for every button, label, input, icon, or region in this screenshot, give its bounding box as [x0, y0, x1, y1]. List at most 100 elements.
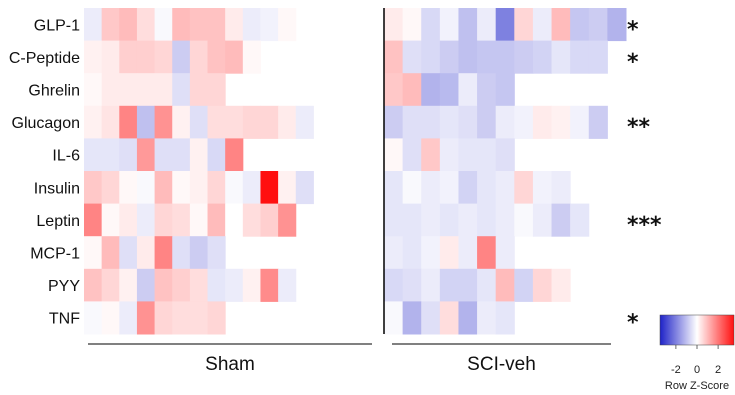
heatmap-cell — [189, 203, 209, 237]
heatmap-cell — [260, 171, 279, 205]
heatmap-cell — [532, 203, 553, 237]
heatmap-cell — [136, 73, 156, 107]
heatmap-cell — [172, 138, 191, 172]
heatmap-cell — [119, 73, 138, 107]
heatmap-cell — [189, 138, 209, 172]
heatmap-cell — [84, 236, 103, 270]
heatmap-cell — [154, 268, 173, 302]
heatmap-cell — [495, 301, 515, 335]
heatmap-cell — [207, 73, 226, 107]
color-scale-ticks: -2 0 2 — [671, 345, 721, 376]
heatmap-cell — [439, 105, 459, 139]
heatmap-cell — [402, 105, 422, 139]
heatmap-cell — [402, 171, 422, 205]
heatmap-cell — [514, 203, 534, 237]
heatmap-cell — [101, 171, 120, 205]
heatmap-cell — [84, 301, 103, 335]
color-scale-title: Row Z-Score — [665, 380, 729, 392]
heatmap-cell — [189, 40, 209, 74]
heatmap-cell — [588, 105, 608, 139]
heatmap-cell — [532, 40, 553, 74]
heatmap-cell — [225, 8, 244, 42]
heatmap-cell — [242, 40, 261, 74]
heatmap-cell — [136, 203, 156, 237]
heatmap-cell — [514, 8, 534, 42]
heatmap-cell — [225, 138, 244, 172]
heatmap-cell — [421, 203, 441, 237]
heatmap-cell — [477, 105, 497, 139]
color-scale-legend: -2 0 2 Row Z-Score — [659, 314, 735, 392]
heatmap-cell — [172, 236, 191, 270]
heatmap-cell — [477, 301, 497, 335]
heatmap-cell — [402, 8, 422, 42]
row-label: Insulin — [34, 180, 80, 197]
heatmap-cell — [458, 203, 478, 237]
heatmap-cell — [477, 73, 497, 107]
heatmap-cell — [101, 236, 120, 270]
heatmap-cell — [189, 171, 209, 205]
heatmap-cell — [439, 138, 459, 172]
heatmap-cell — [207, 138, 226, 172]
heatmap-cells — [84, 8, 627, 335]
heatmap-cell — [477, 40, 497, 74]
heatmap-cell — [101, 105, 120, 139]
heatmap-cell — [84, 138, 103, 172]
heatmap-cell — [136, 138, 156, 172]
row-labels: GLP-1 C-Peptide Ghrelin Glucagon IL-6 Insulin… — [9, 17, 80, 327]
heatmap-cell — [119, 40, 138, 74]
heatmap-cell — [458, 301, 478, 335]
heatmap-cell — [495, 73, 515, 107]
heatmap-cell — [439, 301, 459, 335]
heatmap-cell — [242, 171, 261, 205]
heatmap-cell — [532, 8, 553, 42]
group-axis: Sham SCI-veh — [88, 343, 611, 375]
heatmap-cell — [439, 268, 459, 302]
heatmap-cell — [260, 105, 279, 139]
heatmap-cell — [136, 8, 156, 42]
heatmap-cell — [402, 268, 422, 302]
heatmap-cell — [207, 171, 226, 205]
heatmap-cell — [458, 8, 478, 42]
heatmap-cell — [101, 138, 120, 172]
heatmap-cell — [551, 105, 571, 139]
significance-marks: ******** — [627, 17, 662, 335]
heatmap-cell — [242, 105, 261, 139]
heatmap-cell — [207, 268, 226, 302]
heatmap-cell — [514, 171, 534, 205]
heatmap-cell — [495, 171, 515, 205]
color-scale-bar — [659, 314, 735, 346]
significance-mark: * — [627, 17, 639, 42]
heatmap-cell — [154, 203, 173, 237]
heatmap-cell — [119, 203, 138, 237]
heatmap-cell — [402, 301, 422, 335]
heatmap-cell — [207, 236, 226, 270]
heatmap-cell — [242, 8, 261, 42]
heatmap-cell — [532, 171, 553, 205]
heatmap-cell — [458, 40, 478, 74]
heatmap-cell — [384, 236, 404, 270]
heatmap-cell — [402, 203, 422, 237]
heatmap-cell — [439, 73, 459, 107]
heatmap-cell — [136, 105, 156, 139]
heatmap-cell — [477, 203, 497, 237]
heatmap-cell — [189, 73, 209, 107]
heatmap-cell — [402, 138, 422, 172]
heatmap-cell — [84, 105, 103, 139]
heatmap-cell — [172, 105, 191, 139]
heatmap-cell — [189, 8, 209, 42]
group-label: SCI-veh — [467, 354, 536, 375]
heatmap-cell — [421, 105, 441, 139]
heatmap-cell — [278, 8, 297, 42]
heatmap-cell — [495, 138, 515, 172]
heatmap-cell — [384, 203, 404, 237]
heatmap-cell — [84, 8, 103, 42]
significance-mark: ** — [627, 115, 651, 140]
heatmap-cell — [207, 40, 226, 74]
heatmap-cell — [421, 236, 441, 270]
color-scale-tick-label: -2 — [671, 364, 681, 376]
heatmap-cell — [154, 73, 173, 107]
heatmap-cell — [189, 236, 209, 270]
heatmap-cell — [421, 73, 441, 107]
color-scale-tick-label: 0 — [694, 364, 700, 376]
